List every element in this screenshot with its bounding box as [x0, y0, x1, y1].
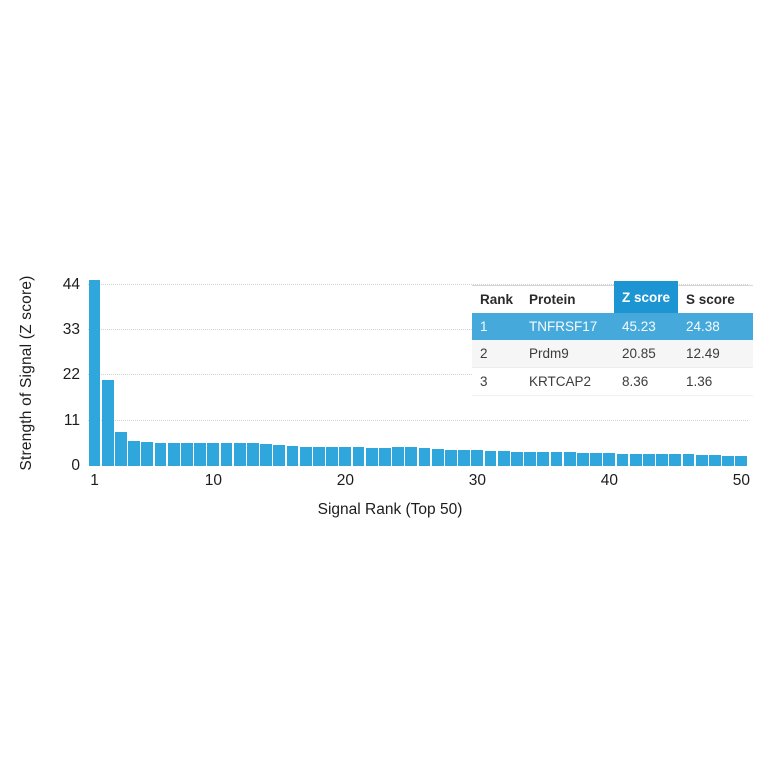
bar [709, 455, 721, 466]
cell-sscore: 24.38 [686, 319, 720, 334]
bar [299, 446, 312, 466]
y-tick-label: 11 [63, 411, 80, 429]
bar [167, 442, 180, 466]
cell-rank: 2 [480, 346, 488, 361]
table-header-rank: Rank [472, 284, 521, 314]
bar [616, 453, 629, 466]
bar [497, 451, 510, 466]
bar [695, 454, 708, 466]
bar [326, 447, 339, 466]
bar [550, 452, 563, 466]
x-tick-label: 40 [600, 472, 619, 489]
cell-protein: Prdm9 [529, 346, 569, 361]
cell-zscore: 8.36 [622, 374, 649, 389]
y-tick-label: 33 [62, 320, 80, 338]
table-header-protein: Protein [521, 284, 614, 314]
cell-zscore: 20.85 [622, 346, 656, 361]
bar [273, 444, 286, 466]
bar [141, 442, 154, 466]
bar [590, 453, 603, 466]
table-row: 3 KRTCAP2 8.36 1.36 [472, 368, 753, 396]
bar [220, 442, 233, 466]
cell-protein: TNFRSF17 [529, 319, 598, 334]
x-axis-title: Signal Rank (Top 50) [317, 501, 463, 518]
bar [88, 279, 101, 466]
bar [722, 455, 735, 466]
x-tick-label: 50 [732, 472, 751, 489]
bar [735, 456, 748, 466]
bar [431, 449, 444, 466]
bar [233, 442, 246, 466]
cell-zscore: 45.23 [622, 319, 656, 334]
table-row: 1 TNFRSF17 45.23 24.38 [472, 313, 753, 340]
table-header-zscore: Z score [614, 281, 678, 313]
x-tick-label: 1 [90, 472, 99, 489]
bar [682, 454, 695, 466]
bar [286, 445, 299, 466]
x-tick-label: 10 [204, 472, 223, 489]
bar [418, 448, 431, 466]
bar [207, 443, 220, 466]
cell-protein: KRTCAP2 [529, 374, 592, 389]
bar [458, 449, 471, 466]
bar [194, 443, 207, 466]
bar [365, 447, 378, 466]
bar [524, 451, 537, 466]
y-tick-label: 44 [62, 275, 80, 293]
bar [379, 447, 391, 466]
bar [181, 442, 193, 466]
bar [643, 454, 655, 466]
bar [484, 450, 497, 466]
gridline [88, 419, 748, 421]
bar [313, 447, 325, 466]
bar [339, 447, 352, 466]
bar [537, 451, 550, 466]
cell-rank: 3 [480, 374, 488, 389]
bar [128, 440, 141, 466]
bar [115, 431, 127, 466]
bar [669, 454, 682, 466]
bar [577, 452, 589, 466]
bar [629, 453, 642, 466]
bar [101, 380, 114, 466]
cell-rank: 1 [480, 319, 488, 334]
cell-sscore: 12.49 [686, 346, 720, 361]
y-tick-label: 0 [71, 457, 80, 474]
bar [656, 454, 669, 466]
bar [445, 449, 457, 466]
table-header-row: Rank Protein Z score S score [472, 281, 753, 314]
bar [392, 447, 405, 466]
x-tick-label: 20 [336, 472, 355, 489]
x-axis-tick-labels: 1 10 20 30 40 50 [88, 472, 750, 492]
bar [154, 442, 167, 466]
cell-sscore: 1.36 [686, 374, 713, 389]
x-tick-label: 30 [468, 472, 487, 489]
y-axis-tick-labels: 0 11 22 33 44 [34, 275, 80, 474]
bar [247, 443, 259, 466]
plot-area [88, 278, 748, 466]
gridline [88, 374, 748, 376]
bar [405, 447, 418, 466]
bar [260, 444, 273, 466]
gridline [88, 283, 748, 285]
gridline [88, 328, 748, 330]
table-header-sscore: S score [678, 284, 753, 314]
bar [563, 452, 576, 466]
bar [352, 447, 365, 466]
protein-table: Rank Protein Z score S score 1 TNFRSF17 … [472, 281, 753, 396]
bar [471, 450, 484, 466]
bar [511, 451, 523, 466]
table-row: 2 Prdm9 20.85 12.49 [472, 340, 753, 368]
y-tick-label: 22 [62, 366, 80, 384]
bar [603, 453, 616, 466]
